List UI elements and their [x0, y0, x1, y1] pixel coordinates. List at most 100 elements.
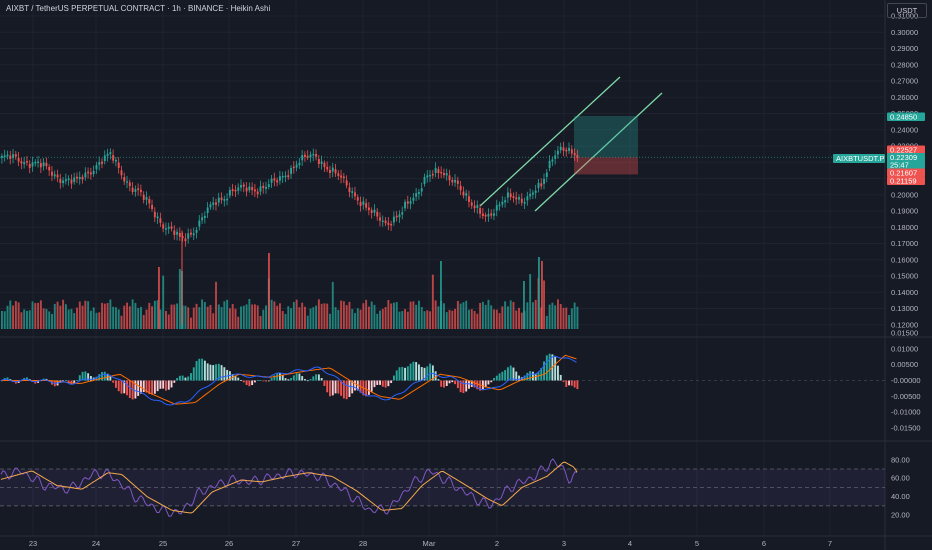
candle	[39, 158, 42, 174]
macd-histogram-bar	[423, 367, 426, 381]
volume-bar	[529, 274, 532, 329]
volume-bar	[498, 313, 501, 329]
candle	[329, 165, 331, 179]
candle	[506, 187, 509, 203]
volume-bar	[39, 300, 42, 329]
volume-bar	[487, 299, 490, 329]
candle	[78, 171, 81, 185]
macd-histogram-bar	[573, 380, 576, 388]
volume-bar	[440, 261, 442, 329]
volume-bar	[178, 269, 181, 329]
volume-bar	[37, 302, 40, 329]
candle	[231, 183, 234, 196]
time-axis-label: 5	[695, 539, 699, 548]
candle	[112, 149, 115, 164]
macd-histogram-bar	[95, 376, 98, 381]
volume-bar	[259, 316, 262, 329]
macd-histogram-bar	[273, 375, 276, 381]
macd-histogram-bar	[454, 380, 457, 385]
svg-text:0.22309: 0.22309	[890, 153, 917, 162]
volume-bar	[437, 306, 440, 329]
macd-histogram-bar	[557, 365, 559, 381]
volume-bar	[443, 303, 445, 329]
symbol-tag: AIXBTUSDT.P	[833, 154, 885, 163]
volume-bar	[406, 311, 409, 329]
candle	[126, 175, 128, 189]
candle	[404, 199, 406, 212]
volume-bar	[379, 310, 381, 329]
currency-button[interactable]: USDT	[887, 3, 927, 18]
volume-bar	[62, 299, 65, 329]
volume-bar	[384, 307, 387, 329]
candle	[576, 149, 579, 163]
volume-bar	[67, 309, 70, 329]
volume-bar	[262, 309, 265, 329]
svg-text:25:47: 25:47	[890, 160, 909, 169]
macd-histogram-bar	[198, 358, 201, 381]
volume-bar	[20, 312, 23, 329]
volume-bar	[565, 307, 568, 329]
macd-histogram-bar	[153, 380, 156, 394]
volume-bar	[456, 300, 459, 329]
macd-histogram-bar	[117, 380, 120, 392]
time-axis[interactable]: 23 24 25 26 27 28 Mar 2 3 4 5 6 7	[29, 539, 832, 548]
macd-histogram-bar	[62, 380, 65, 382]
volume-bar	[412, 301, 415, 329]
macd-histogram-bar	[284, 378, 287, 381]
position-profit-zone	[574, 115, 638, 158]
channel-drawing[interactable]	[479, 76, 663, 212]
volume-bar	[51, 313, 53, 329]
macd-histogram-bar	[534, 374, 537, 381]
volume-bar	[128, 306, 131, 329]
macd-histogram-bar	[412, 361, 415, 381]
macd-histogram-bar	[406, 366, 409, 381]
candle	[162, 221, 165, 233]
time-axis-label: 23	[29, 539, 37, 548]
candle	[543, 173, 545, 190]
volume-bar	[543, 280, 545, 329]
candle	[392, 211, 395, 226]
candle	[6, 150, 9, 160]
price-axis-label: 0.20000	[891, 190, 918, 199]
macd-histogram-bar	[506, 367, 509, 381]
volume-bar	[234, 308, 237, 329]
macd-histogram-bar	[78, 375, 81, 381]
candle	[48, 164, 51, 176]
candle	[312, 148, 315, 162]
volume-bar	[504, 301, 507, 329]
volume-bar	[70, 308, 73, 329]
candle	[512, 192, 515, 203]
volume-bar	[198, 307, 201, 329]
position-tool[interactable]	[574, 115, 638, 175]
candle	[251, 182, 254, 196]
candle	[84, 167, 87, 181]
candle	[301, 149, 304, 166]
candle	[59, 173, 62, 189]
candle	[568, 142, 571, 154]
candle	[276, 177, 279, 187]
volume-bars	[1, 253, 579, 329]
candle	[367, 202, 370, 216]
candle	[562, 141, 565, 157]
volume-bar	[418, 300, 420, 329]
volume-bar	[495, 309, 498, 329]
candle	[387, 217, 390, 231]
macd-histogram-bar	[342, 380, 345, 399]
candle	[473, 200, 476, 213]
time-axis-label: 28	[359, 539, 367, 548]
macd-histogram-bar	[301, 376, 304, 381]
macd-histogram-bar	[473, 380, 476, 388]
price-axis-label: 0.17000	[891, 239, 918, 248]
volume-bar	[531, 302, 534, 329]
rsi-axis: 80.00 60.00 40.00 20.00	[891, 455, 910, 519]
candle	[220, 192, 223, 204]
candle	[167, 222, 170, 234]
macd-histogram-bar	[443, 380, 445, 388]
time-axis-label: 24	[92, 539, 100, 548]
macd-histogram-bar	[529, 371, 532, 381]
macd-histogram-bar	[167, 380, 170, 390]
volume-bar	[53, 303, 56, 329]
candle	[106, 148, 109, 162]
macd-histogram-bar	[515, 371, 518, 381]
